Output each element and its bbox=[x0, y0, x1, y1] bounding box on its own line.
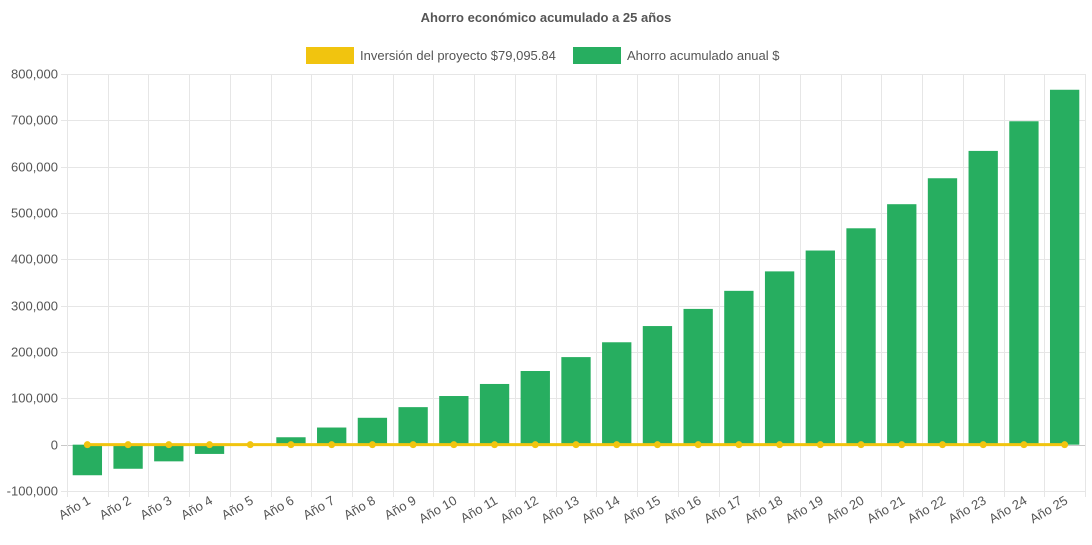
line-point[interactable] bbox=[368, 441, 376, 449]
x-tick-label: Año 3 bbox=[137, 493, 174, 523]
line-point[interactable] bbox=[1020, 441, 1028, 449]
bar[interactable] bbox=[398, 407, 428, 445]
bar[interactable] bbox=[968, 150, 998, 445]
x-tick-label: Año 1 bbox=[56, 493, 93, 523]
line-point[interactable] bbox=[124, 441, 132, 449]
y-tick-label: -100,000 bbox=[7, 484, 58, 499]
y-tick-label: 800,000 bbox=[11, 67, 58, 82]
y-axis: -100,000 0 100,000 200,000 300,000 400,000 500… bbox=[7, 67, 58, 499]
bar[interactable] bbox=[194, 444, 225, 454]
legend-label-investment[interactable]: Inversión del proyecto $79,095.84 bbox=[360, 48, 556, 63]
x-axis: Año 1 Año 2 Año 3 Año 4 Año 5 Año 6 Año 7 Año 8… bbox=[56, 493, 1070, 527]
bar[interactable] bbox=[602, 342, 632, 445]
x-tick-label: Año 12 bbox=[498, 493, 541, 527]
x-tick-label: Año 13 bbox=[538, 493, 581, 527]
y-tick-label: 500,000 bbox=[11, 206, 58, 221]
line-point[interactable] bbox=[694, 441, 702, 449]
line-point[interactable] bbox=[206, 441, 214, 449]
line-point[interactable] bbox=[83, 441, 91, 449]
bar[interactable] bbox=[520, 370, 550, 445]
bar-series bbox=[72, 89, 1080, 476]
bar[interactable] bbox=[846, 228, 876, 445]
chart-title: Ahorro económico acumulado a 25 años bbox=[421, 10, 672, 25]
x-tick-label: Año 23 bbox=[946, 493, 989, 527]
line-point[interactable] bbox=[246, 441, 254, 449]
bar[interactable] bbox=[72, 444, 103, 476]
x-tick-label: Año 10 bbox=[416, 493, 459, 527]
x-tick-label: Año 4 bbox=[178, 493, 215, 523]
line-point[interactable] bbox=[816, 441, 824, 449]
line-point[interactable] bbox=[776, 441, 784, 449]
x-tick-label: Año 5 bbox=[219, 493, 256, 523]
line-point[interactable] bbox=[1061, 441, 1069, 449]
y-tick-label: 300,000 bbox=[11, 299, 58, 314]
line-point[interactable] bbox=[328, 441, 336, 449]
x-tick-label: Año 19 bbox=[783, 493, 826, 527]
x-tick-label: Año 24 bbox=[986, 493, 1029, 527]
y-tick-label: 400,000 bbox=[11, 252, 58, 267]
x-tick-label: Año 20 bbox=[823, 493, 866, 527]
bar[interactable] bbox=[764, 271, 795, 445]
x-tick-label: Año 17 bbox=[701, 493, 744, 527]
line-point[interactable] bbox=[165, 441, 173, 449]
x-tick-label: Año 11 bbox=[458, 493, 500, 526]
legend-swatch-investment[interactable] bbox=[306, 47, 354, 64]
x-tick-label: Año 9 bbox=[382, 493, 419, 523]
bar[interactable] bbox=[683, 308, 713, 445]
line-point[interactable] bbox=[735, 441, 743, 449]
bar[interactable] bbox=[724, 290, 754, 445]
x-tick-label: Año 18 bbox=[742, 493, 785, 527]
x-tick-label: Año 22 bbox=[905, 493, 948, 527]
bar[interactable] bbox=[1009, 121, 1039, 445]
line-point[interactable] bbox=[287, 441, 295, 449]
x-tick-label: Año 21 bbox=[864, 493, 907, 527]
line-point[interactable] bbox=[450, 441, 458, 449]
bar[interactable] bbox=[805, 250, 835, 445]
bar[interactable] bbox=[317, 427, 347, 445]
x-tick-label: Año 6 bbox=[260, 493, 297, 523]
bar[interactable] bbox=[1049, 89, 1080, 445]
x-tick-label: Año 16 bbox=[660, 493, 703, 527]
line-point[interactable] bbox=[857, 441, 865, 449]
x-tick-label: Año 7 bbox=[300, 493, 337, 523]
line-point[interactable] bbox=[491, 441, 499, 449]
line-point[interactable] bbox=[938, 441, 946, 449]
x-tick-label: Año 25 bbox=[1027, 493, 1070, 527]
line-point[interactable] bbox=[531, 441, 539, 449]
grid bbox=[61, 74, 1086, 497]
legend: Inversión del proyecto $79,095.84 Ahorro… bbox=[306, 47, 780, 64]
bar[interactable] bbox=[113, 444, 143, 469]
x-tick-label: Año 2 bbox=[97, 493, 134, 523]
bar[interactable] bbox=[927, 178, 958, 445]
line-series bbox=[83, 441, 1069, 449]
legend-label-savings[interactable]: Ahorro acumulado anual $ bbox=[627, 48, 780, 63]
line-point[interactable] bbox=[898, 441, 906, 449]
x-tick-label: Año 15 bbox=[620, 493, 663, 527]
bar[interactable] bbox=[887, 204, 917, 445]
legend-swatch-savings[interactable] bbox=[573, 47, 621, 64]
bar[interactable] bbox=[479, 383, 510, 445]
bar[interactable] bbox=[561, 357, 591, 445]
bar[interactable] bbox=[642, 326, 673, 445]
bar[interactable] bbox=[357, 417, 388, 445]
line-point[interactable] bbox=[572, 441, 580, 449]
line-point[interactable] bbox=[979, 441, 987, 449]
bar[interactable] bbox=[439, 396, 469, 445]
y-tick-label: 0 bbox=[51, 438, 58, 453]
line-point[interactable] bbox=[653, 441, 661, 449]
y-tick-label: 200,000 bbox=[11, 345, 58, 360]
y-tick-label: 700,000 bbox=[11, 113, 58, 128]
line-point[interactable] bbox=[613, 441, 621, 449]
line-point[interactable] bbox=[409, 441, 417, 449]
bar[interactable] bbox=[154, 444, 184, 462]
y-tick-label: 600,000 bbox=[11, 160, 58, 175]
x-tick-label: Año 8 bbox=[341, 493, 378, 523]
bar[interactable] bbox=[276, 437, 306, 445]
x-tick-label: Año 14 bbox=[579, 493, 622, 527]
y-tick-label: 100,000 bbox=[11, 391, 58, 406]
